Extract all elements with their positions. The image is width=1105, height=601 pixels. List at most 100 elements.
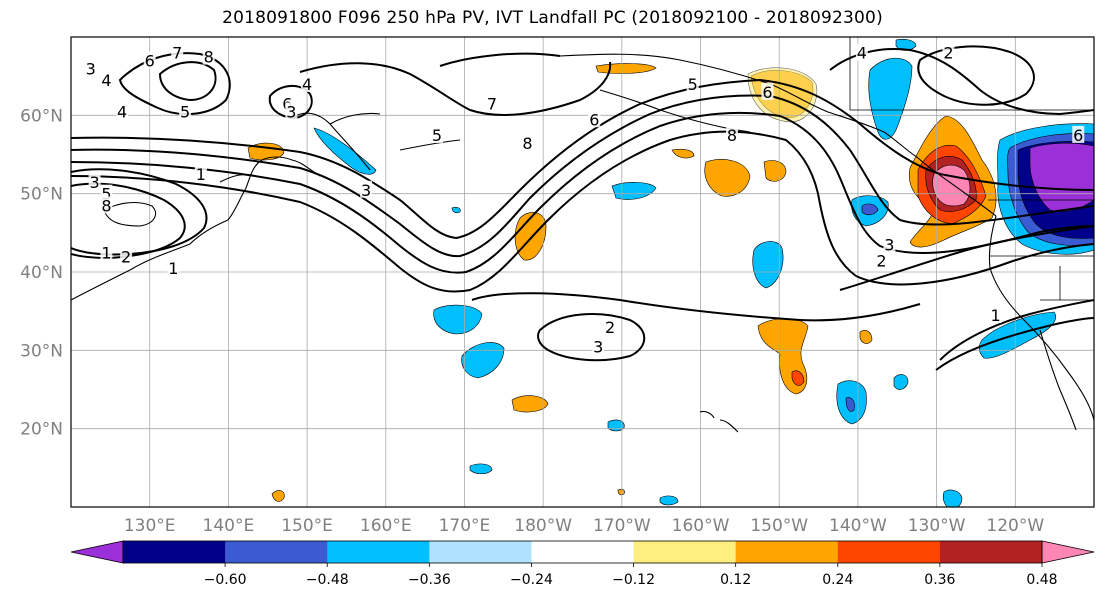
contour-label: 8 [727, 126, 737, 145]
contour-label: 2 [943, 44, 953, 63]
pv-contour [471, 292, 921, 322]
colorbar: −0.60 −0.48 −0.36 −0.24 −0.12 0.12 0.24 0.36 0.4… [70, 540, 1095, 588]
pv-contour [939, 299, 1094, 361]
contour-label: 5 [180, 102, 190, 121]
negative-anomaly-region [611, 182, 657, 200]
map-title: 2018091800 F096 250 hPa PV, IVT Landfall… [222, 8, 883, 28]
colorbar-swatch [429, 541, 532, 563]
contour-label-bg [592, 337, 605, 355]
contour-label-bg [194, 165, 207, 183]
positive-anomaly-region [271, 490, 285, 502]
contour-label: 4 [302, 75, 312, 94]
contour-label-bg [84, 59, 97, 77]
colorbar-swatch [633, 541, 737, 563]
lat-tick-label: 40°N [20, 263, 63, 283]
coastlines [71, 37, 1094, 433]
pv-contour [917, 45, 1035, 106]
latitude-labels: 20°N 30°N 40°N 50°N 60°N [20, 106, 63, 439]
contour-label-bg [285, 102, 298, 120]
longitude-labels: 130°E 140°E 150°E 160°E 170°E 180°W 170°W 160°W… [124, 516, 1045, 536]
lat-tick-label: 50°N [20, 185, 63, 205]
colorbar-tick-label: −0.36 [408, 572, 451, 588]
contour-label: 8 [522, 134, 532, 153]
contour-label-bg [301, 75, 314, 92]
negative-anomaly-region [893, 374, 909, 390]
pv-contour [829, 48, 1094, 116]
contour-label-bg [360, 180, 373, 198]
contour-label-bg [179, 102, 192, 120]
negative-anomaly-region [845, 397, 855, 412]
negative-anomaly-region [861, 203, 879, 216]
contour-labels: 346784564331581215738656823426321 [84, 43, 1085, 356]
contour-label-bg [855, 43, 868, 61]
contour-label: 3 [90, 173, 100, 192]
contour-label: 4 [857, 44, 867, 63]
contour-label: 6 [589, 110, 599, 129]
contour-label: 5 [688, 75, 698, 94]
pv-contour [71, 94, 1094, 258]
contour-label: 1 [168, 259, 178, 278]
colorbar-extend-min [70, 540, 124, 564]
contour-label: 8 [101, 196, 111, 215]
contour-label: 1 [991, 306, 1001, 325]
contour-label: 7 [487, 95, 497, 114]
pv-contour [71, 182, 186, 260]
contour-label-bg [116, 102, 129, 120]
colorbar-swatch [327, 541, 430, 563]
contour-label: 3 [884, 236, 894, 255]
pv-contour [71, 78, 1094, 240]
colorbar-tick-label: −0.24 [510, 572, 553, 588]
lon-tick-label: 160°W [672, 516, 730, 536]
gridlines [71, 37, 1094, 507]
coastline-hawaii [699, 410, 739, 433]
lat-tick-label: 30°N [20, 341, 63, 361]
coastline-baja [1039, 329, 1077, 431]
contour-label: 2 [605, 318, 615, 337]
contour-label-bg [942, 43, 955, 61]
pv-contour [268, 85, 313, 120]
negative-anomaly-region [607, 419, 625, 432]
pv-contour [118, 52, 231, 116]
contour-label: 6 [762, 83, 772, 102]
coastline-kamchatka [291, 112, 381, 171]
pv-contour [158, 61, 217, 102]
lat-tick-label: 20°N [20, 420, 63, 440]
pv-contour [71, 111, 1094, 274]
contour-label-bg [726, 125, 739, 143]
colorbar-swatch [123, 541, 226, 563]
negative-anomaly-region [469, 463, 493, 475]
colorbar-swatch [735, 541, 839, 563]
contour-label-bg [486, 94, 499, 112]
lon-tick-label: 150°E [281, 516, 333, 536]
negative-anomaly-region [659, 495, 679, 506]
canada-box [849, 37, 1094, 111]
lon-tick-label: 120°W [986, 516, 1044, 536]
contour-label-bg [1072, 125, 1085, 143]
contour-label: 8 [204, 48, 214, 67]
negative-anomaly-region [868, 57, 913, 140]
lon-tick-label: 160°E [360, 516, 412, 536]
contour-label-bg [143, 51, 156, 69]
colorbar-tick-label: 0.24 [822, 572, 853, 588]
contour-label-bg [167, 259, 180, 277]
contour-label: 3 [86, 59, 96, 78]
contour-label-bg [430, 125, 443, 143]
colorbar-tick-label: −0.48 [306, 572, 349, 588]
contour-label-bg [521, 133, 534, 151]
contour-label-bg [883, 235, 896, 253]
contour-label-bg [120, 247, 133, 265]
contour-label: 2 [121, 247, 131, 266]
lat-tick-label: 60°N [20, 106, 63, 126]
negative-anomaly-region [942, 489, 963, 507]
pv-contour [299, 52, 612, 116]
colorbar-swatch [531, 541, 635, 563]
contour-label-bg [875, 251, 888, 269]
lon-tick-label: 130°E [124, 516, 176, 536]
contour-label: 5 [101, 185, 111, 204]
contour-label-bg [989, 306, 1002, 324]
contour-label: 4 [117, 102, 127, 121]
contour-label: 6 [1073, 126, 1083, 145]
positive-anomaly-region [511, 395, 549, 413]
contour-label: 1 [196, 165, 206, 184]
colorbar-frame [122, 540, 1043, 564]
